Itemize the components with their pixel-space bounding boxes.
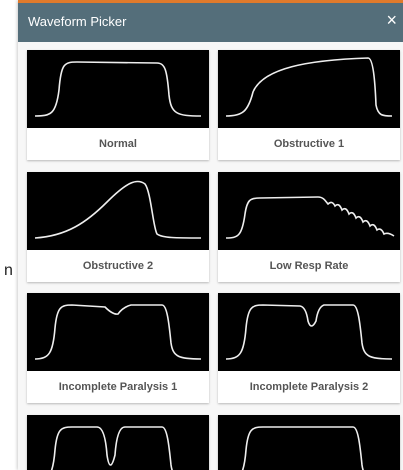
dialog-header: Waveform Picker ×: [18, 3, 403, 42]
card-label: Normal: [99, 138, 137, 150]
waveform-picker-dialog: Waveform Picker × Normal Obstructive 1 O…: [18, 0, 403, 470]
waveform-card[interactable]: [218, 415, 400, 470]
card-label: Incomplete Paralysis 1: [58, 381, 178, 393]
waveform-card[interactable]: Low Resp Rate: [218, 172, 400, 282]
waveform-image: [218, 172, 400, 250]
waveform-card[interactable]: Normal: [27, 50, 209, 160]
background-text: n: [4, 262, 13, 279]
waveform-image: [218, 415, 400, 470]
card-label: Low Resp Rate: [269, 260, 349, 272]
waveform-card[interactable]: Obstructive 2: [27, 172, 209, 282]
waveform-image: [27, 50, 209, 128]
waveform-image: [218, 50, 400, 128]
card-label: Obstructive 2: [82, 260, 154, 272]
close-button[interactable]: ×: [386, 10, 397, 30]
waveform-image: [27, 172, 209, 250]
waveform-card[interactable]: Obstructive 1: [218, 50, 400, 160]
card-label: Obstructive 1: [273, 138, 345, 150]
waveform-image: [27, 415, 209, 470]
card-label: Incomplete Paralysis 2: [249, 381, 369, 393]
waveform-card[interactable]: Incomplete Paralysis 2: [218, 293, 400, 403]
waveform-card[interactable]: Incomplete Paralysis 1: [27, 293, 209, 403]
dialog-title: Waveform Picker: [28, 14, 127, 29]
waveform-card[interactable]: [27, 415, 209, 470]
waveform-image: [27, 293, 209, 371]
waveform-image: [218, 293, 400, 371]
